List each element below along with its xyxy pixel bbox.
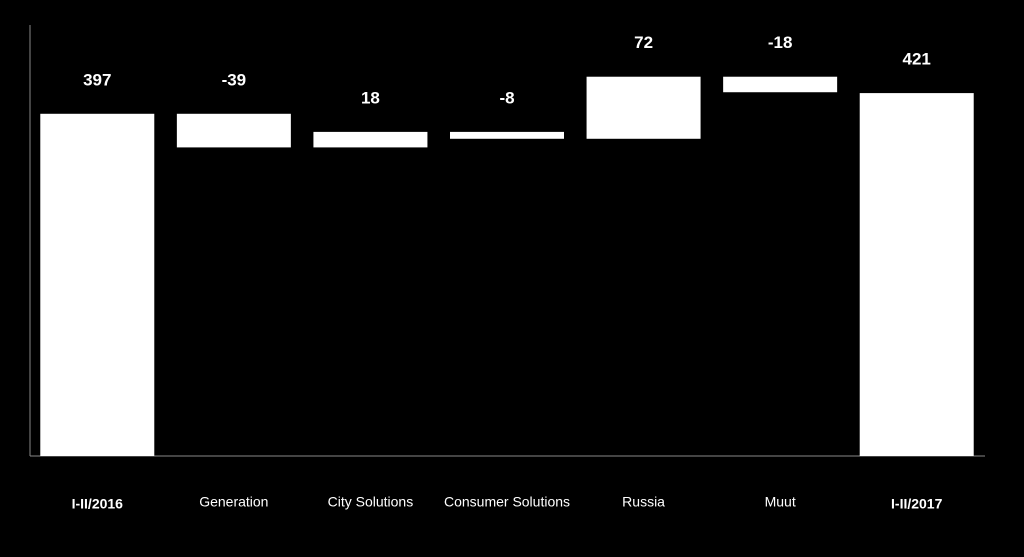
x-tick-label: Consumer Solutions xyxy=(444,494,570,510)
change-bar xyxy=(176,113,291,148)
x-tick-label: Russia xyxy=(622,494,665,510)
value-label: 397 xyxy=(83,70,111,89)
value-label: 72 xyxy=(634,33,653,52)
value-label: -39 xyxy=(222,70,247,89)
x-tick-label: Muut xyxy=(765,494,796,510)
change-bar xyxy=(586,76,701,139)
value-label: -18 xyxy=(768,33,793,52)
value-label: -8 xyxy=(499,88,514,107)
change-bar xyxy=(723,76,838,93)
x-tick-label: Generation xyxy=(199,494,268,510)
total-bar xyxy=(859,93,974,457)
total-bar xyxy=(40,113,155,456)
change-bar xyxy=(450,131,564,139)
x-tick-label: City Solutions xyxy=(328,494,414,510)
x-tick-label: I-II/2016 xyxy=(72,496,124,512)
x-tick-label: I-II/2017 xyxy=(891,496,943,512)
value-label: 421 xyxy=(903,50,931,69)
change-bar xyxy=(313,131,428,148)
value-label: 18 xyxy=(361,88,380,107)
